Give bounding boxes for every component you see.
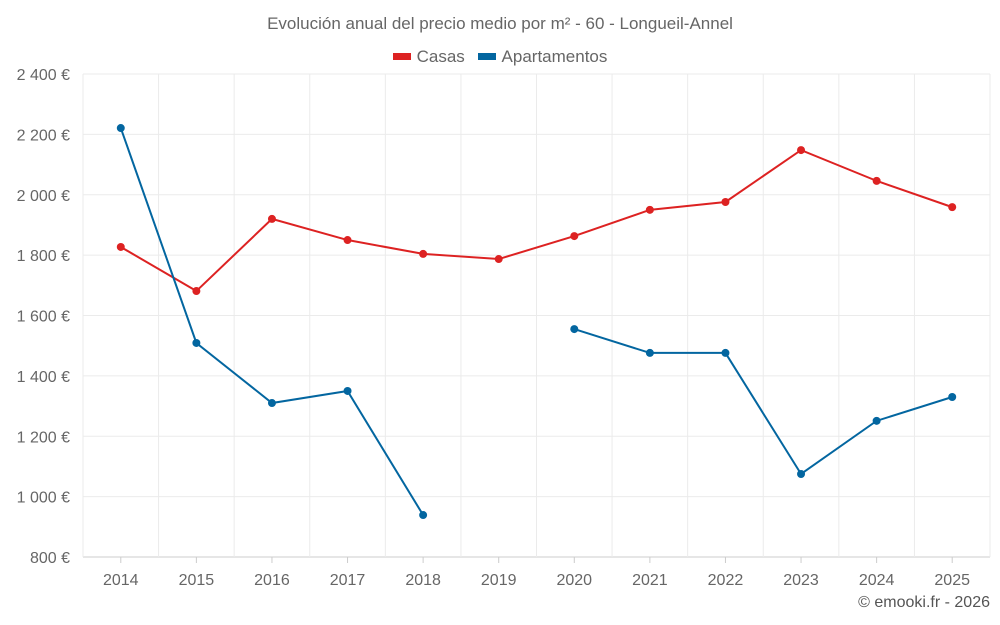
data-point-apartamentos-2015 <box>192 338 201 347</box>
data-point-apartamentos-2020 <box>570 325 579 334</box>
y-tick-label: 1 000 € <box>17 490 70 507</box>
x-tick-label: 2024 <box>859 572 895 589</box>
legend-label-casas: Casas <box>416 46 465 66</box>
series-line-apartamentos <box>119 127 424 516</box>
data-point-apartamentos-2025 <box>948 393 957 402</box>
data-point-casas-2022 <box>721 197 730 206</box>
legend-item-casas[interactable]: Casas <box>392 46 465 67</box>
x-tick-label: 2023 <box>783 572 819 589</box>
chart-title: Evolución anual del precio medio por m² … <box>267 14 733 33</box>
y-tick-label: 2 200 € <box>17 127 70 144</box>
data-point-casas-2019 <box>494 255 503 264</box>
legend: Casas Apartamentos <box>0 45 1000 67</box>
x-tick-label: 2021 <box>632 572 668 589</box>
y-tick-label: 2 400 € <box>17 67 70 84</box>
y-tick-label: 1 600 € <box>17 309 70 326</box>
series-line-casas <box>120 148 953 293</box>
data-point-casas-2020 <box>570 232 579 241</box>
data-point-apartamentos-2022 <box>721 348 730 357</box>
data-point-casas-2018 <box>419 249 428 258</box>
y-tick-label: 1 400 € <box>17 369 70 386</box>
x-tick-label: 2019 <box>481 572 517 589</box>
x-tick-label: 2016 <box>254 572 290 589</box>
x-tick-label: 2020 <box>556 572 592 589</box>
data-point-casas-2015 <box>192 287 201 296</box>
y-tick-label: 800 € <box>30 550 70 567</box>
x-tick-label: 2014 <box>103 572 139 589</box>
y-tick-label: 1 200 € <box>17 429 70 446</box>
data-point-casas-2023 <box>797 146 806 155</box>
credit-text: © emooki.fr - 2026 <box>858 594 990 611</box>
legend-swatch-apartamentos <box>477 53 496 60</box>
data-point-apartamentos-2024 <box>872 416 881 425</box>
series-line-apartamentos <box>573 328 953 476</box>
data-point-casas-2017 <box>343 236 352 245</box>
legend-swatch-casas <box>392 53 411 60</box>
data-point-apartamentos-2017 <box>343 386 352 395</box>
legend-label-apartamentos: Apartamentos <box>501 46 608 66</box>
data-point-casas-2021 <box>645 205 654 214</box>
y-tick-label: 1 800 € <box>17 248 70 265</box>
data-point-apartamentos-2016 <box>267 399 276 408</box>
data-point-apartamentos-2023 <box>797 469 806 478</box>
x-tick-label: 2022 <box>708 572 744 589</box>
legend-item-apartamentos[interactable]: Apartamentos <box>477 46 608 67</box>
data-point-apartamentos-2018 <box>419 511 428 520</box>
data-point-casas-2025 <box>948 203 957 212</box>
x-tick-label: 2017 <box>330 572 366 589</box>
data-point-casas-2024 <box>872 176 881 185</box>
x-tick-label: 2015 <box>179 572 215 589</box>
data-point-casas-2014 <box>116 242 125 251</box>
x-tick-label: 2018 <box>405 572 441 589</box>
x-tick-label: 2025 <box>934 572 970 589</box>
y-tick-label: 2 000 € <box>17 188 70 205</box>
data-point-casas-2016 <box>267 214 276 223</box>
data-point-apartamentos-2021 <box>645 348 654 357</box>
data-point-apartamentos-2014 <box>116 124 125 133</box>
